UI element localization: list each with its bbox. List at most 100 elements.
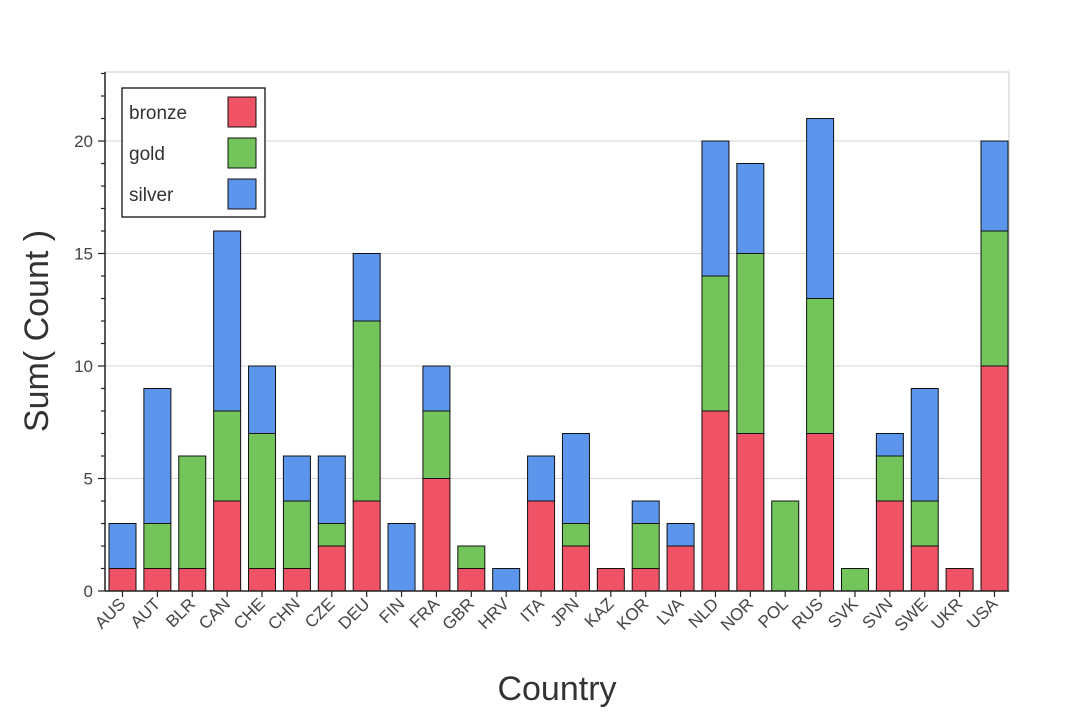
bar-can-gold (213, 410, 242, 502)
bar-rus-bronze (806, 433, 835, 592)
bar-svn-silver (875, 433, 904, 457)
x-tick-label-chn: CHN (264, 594, 303, 633)
bar-cze-bronze (317, 545, 346, 592)
bar-chn-bronze (282, 568, 311, 592)
bar-hrv-silver (492, 568, 521, 592)
x-tick-label-gbr: GBR (439, 594, 478, 633)
bar-svn-bronze (875, 500, 904, 592)
y-tick-label: 10 (74, 357, 93, 376)
x-tick-label-jpn: JPN (547, 594, 583, 630)
bar-kor-gold (631, 523, 660, 569)
x-tick-label-pol: POL (755, 594, 792, 631)
bar-blr-gold (178, 455, 207, 569)
bar-che-silver (248, 365, 277, 434)
bar-aut-silver (143, 388, 172, 524)
bar-aus-bronze (108, 568, 137, 592)
bar-kaz-bronze (596, 568, 625, 592)
bar-usa-silver (980, 140, 1009, 232)
bar-lva-silver (666, 523, 695, 547)
y-tick-label: 20 (74, 132, 93, 151)
x-tick-label-swe: SWE (891, 594, 932, 635)
bar-blr-bronze (178, 568, 207, 592)
bar-fin-silver (387, 523, 416, 592)
bar-gbr-bronze (457, 568, 486, 592)
bar-ukr-bronze (945, 568, 974, 592)
legend-label-bronze: bronze (129, 103, 187, 124)
x-tick-label-kaz: KAZ (581, 594, 618, 631)
x-tick-label-fra: FRA (406, 594, 444, 632)
bar-fra-bronze (422, 478, 451, 592)
bar-deu-silver (352, 253, 381, 322)
x-tick-label-rus: RUS (788, 594, 827, 633)
bar-swe-silver (910, 388, 939, 502)
x-tick-label-cze: CZE (301, 594, 338, 631)
bars (108, 118, 1009, 592)
bar-swe-gold (910, 500, 939, 547)
bar-nor-bronze (736, 433, 765, 592)
bar-che-gold (248, 433, 277, 569)
bar-aus-silver (108, 523, 137, 569)
bar-jpn-bronze (561, 545, 590, 592)
bar-usa-bronze (980, 365, 1009, 592)
bar-nor-gold (736, 253, 765, 434)
x-tick-label-svk: SVK (824, 594, 862, 632)
bar-ita-silver (527, 455, 556, 502)
x-tick-label-hrv: HRV (474, 594, 513, 633)
y-axis: 0 5 10 15 20 (74, 72, 106, 601)
legend-swatch-bronze (227, 96, 257, 128)
bar-lva-bronze (666, 545, 695, 592)
bar-ita-bronze (527, 500, 556, 592)
bar-aut-gold (143, 523, 172, 569)
bar-deu-gold (352, 320, 381, 502)
bar-can-silver (213, 230, 242, 412)
bar-can-bronze (213, 500, 242, 592)
bar-aut-bronze (143, 568, 172, 592)
legend-swatch-gold (227, 137, 257, 169)
x-tick-label-kor: KOR (613, 594, 652, 633)
bar-cze-gold (317, 523, 346, 547)
bar-pol-gold (771, 500, 800, 592)
bar-fra-silver (422, 365, 451, 412)
legend-label-gold: gold (129, 144, 165, 165)
bar-cze-silver (317, 455, 346, 524)
y-axis-title: Sum( Count ) (18, 230, 56, 432)
bar-rus-gold (806, 298, 835, 434)
x-tick-label-can: CAN (195, 594, 234, 633)
x-tick-label-blr: BLR (162, 594, 199, 631)
bar-jpn-gold (561, 523, 590, 547)
x-tick-label-che: CHE (230, 594, 269, 633)
bar-che-bronze (248, 568, 277, 592)
bar-kor-silver (631, 500, 660, 524)
bar-svn-gold (875, 455, 904, 502)
bar-svk-gold (840, 568, 869, 592)
x-tick-label-lva: LVA (653, 594, 688, 629)
legend-swatch-silver (227, 178, 257, 210)
y-tick-label: 0 (84, 582, 93, 601)
bar-jpn-silver (561, 433, 590, 524)
bar-nor-silver (736, 163, 765, 254)
bar-kor-bronze (631, 568, 660, 592)
bar-nld-bronze (701, 410, 730, 592)
bar-nld-gold (701, 275, 730, 412)
x-axis-title: Country (497, 670, 616, 708)
y-tick-label: 15 (74, 245, 93, 264)
x-tick-label-nld: NLD (685, 594, 722, 631)
x-tick-label-aus: AUS (91, 594, 129, 632)
x-tick-label-aut: AUT (127, 594, 164, 631)
bar-fra-gold (422, 410, 451, 479)
x-tick-label-ukr: UKR (928, 594, 967, 633)
x-tick-label-ita: ITA (517, 594, 549, 626)
bar-usa-gold (980, 230, 1009, 367)
bar-nld-silver (701, 140, 730, 277)
bar-gbr-gold (457, 545, 486, 569)
bar-rus-silver (806, 118, 835, 299)
legend-label-silver: silver (129, 185, 174, 206)
x-tick-label-deu: DEU (335, 594, 374, 633)
legend: bronze gold silver (121, 87, 266, 218)
x-tick-label-svn: SVN (859, 594, 897, 632)
x-tick-label-nor: NOR (717, 594, 757, 634)
bar-chn-silver (282, 455, 311, 502)
bar-chn-gold (282, 500, 311, 569)
